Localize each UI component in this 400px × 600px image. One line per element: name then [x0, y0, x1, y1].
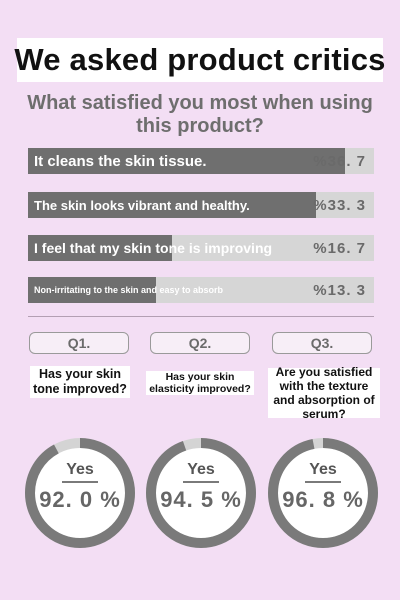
question-tag-2: Q2.	[150, 332, 250, 354]
title-banner: We asked product critics	[14, 38, 386, 82]
answer-bar-4: Non-irritating to the skin and easy to a…	[28, 277, 374, 303]
answer-bar-fill	[28, 235, 173, 261]
question-text-1: Has your skin tone improved?	[30, 366, 130, 398]
progress-ring-icon	[146, 438, 256, 548]
question-tag-1: Q1.	[29, 332, 129, 354]
progress-ring-icon	[268, 438, 378, 548]
result-percent: 92. 0 %	[39, 487, 121, 512]
question-tag-3: Q3.	[272, 332, 372, 354]
answer-percent: %33. 3	[313, 196, 366, 214]
answer-percent: %36. 7	[313, 152, 366, 170]
answer-label: The skin looks vibrant and healthy.	[34, 197, 250, 213]
answer-bar-1: It cleans the skin tissue. %36. 7	[28, 148, 374, 174]
page-title: We asked product critics	[14, 42, 386, 77]
answer-yes: Yes	[66, 461, 94, 478]
answer-bar-fill	[28, 192, 317, 218]
survey-question: What satisfied you most when using this …	[27, 92, 373, 137]
answer-bar-2: The skin looks vibrant and healthy. %33.…	[28, 192, 374, 218]
answer-bar-3: I feel that my skin tone is improving %1…	[28, 235, 374, 261]
answer-percent: %16. 7	[313, 239, 366, 257]
ring-arc	[146, 438, 256, 548]
underline	[305, 481, 341, 483]
answer-yes: Yes	[187, 461, 215, 478]
answer-percent: %13. 3	[313, 281, 366, 299]
result-ring-2: Yes 94. 5 %	[145, 437, 257, 549]
ring-arc	[25, 438, 135, 548]
ring-arc	[268, 438, 378, 548]
question-text-2: Has your skin elasticity improved?	[146, 371, 254, 395]
answer-yes: Yes	[309, 461, 337, 478]
answer-label: I feel that my skin tone is improving	[34, 240, 273, 256]
underline	[183, 481, 219, 483]
result-percent: 94. 5 %	[160, 487, 242, 512]
answer-label: It cleans the skin tissue.	[34, 152, 207, 170]
answer-bar-fill	[28, 148, 346, 174]
progress-ring-icon	[25, 438, 135, 548]
result-ring-1: Yes 92. 0 %	[24, 437, 136, 549]
result-percent: 96. 8 %	[282, 487, 364, 512]
question-text-3: Are you satisfied with the texture and a…	[268, 365, 380, 421]
result-ring-3: Yes 96. 8 %	[267, 437, 379, 549]
section-divider	[28, 316, 374, 317]
answer-label: Non-irritating to the skin and easy to a…	[34, 285, 224, 295]
underline	[62, 481, 98, 483]
answer-bar-fill	[28, 277, 156, 303]
